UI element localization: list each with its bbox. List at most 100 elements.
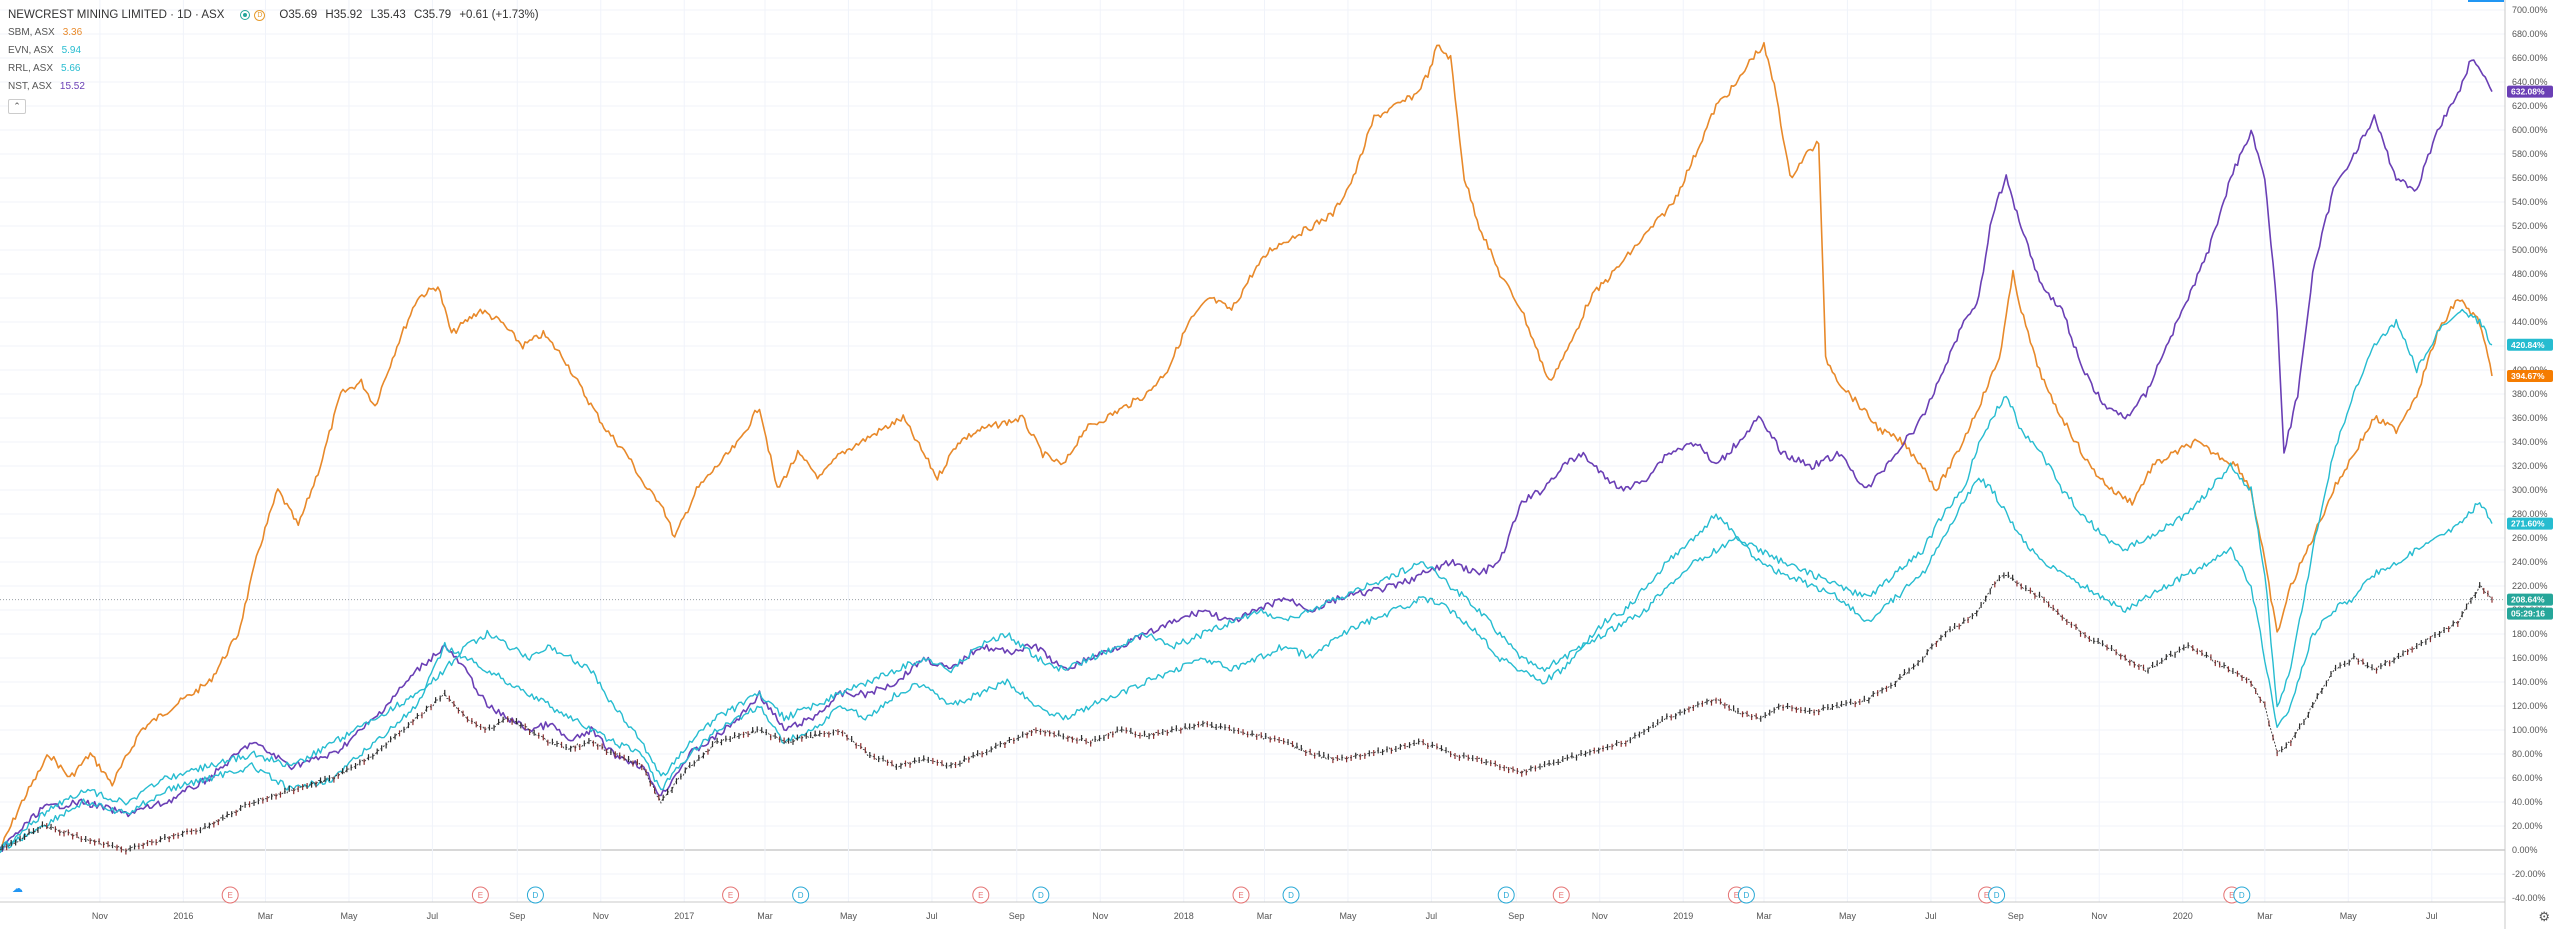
- collapse-legend-button[interactable]: ⌃: [8, 99, 26, 114]
- series-line-sbm: [0, 41, 2493, 851]
- x-tick-label: May: [340, 911, 358, 921]
- x-tick-label: Sep: [509, 911, 525, 921]
- y-tick-label: -20.00%: [2512, 869, 2546, 879]
- earnings-marker: E: [1552, 886, 1570, 904]
- x-tick-label: Jul: [2426, 911, 2438, 921]
- dividend-marker: D: [1032, 886, 1050, 904]
- earnings-marker: E: [1232, 886, 1250, 904]
- y-tick-label: 460.00%: [2512, 293, 2548, 303]
- price-badge-label: 394.67%: [2511, 371, 2545, 381]
- dividend-marker: D: [526, 886, 544, 904]
- event-label: E: [2229, 891, 2234, 900]
- event-label: E: [1559, 891, 1564, 900]
- series-line-newcrest: [0, 574, 2493, 853]
- x-tick-label: 2016: [173, 911, 193, 921]
- earnings-marker: E: [722, 886, 740, 904]
- dividend-icon[interactable]: D: [254, 9, 266, 21]
- y-tick-label: 660.00%: [2512, 53, 2548, 63]
- time-axis[interactable]: Nov 2016 Mar May Jul Sep Nov 2017 Mar May Jul Sep No…: [0, 901, 2505, 921]
- main-symbol-row[interactable]: NEWCREST MINING LIMITED · 1D · ASX D O35…: [8, 6, 544, 24]
- x-tick-label: Mar: [1756, 911, 1772, 921]
- compare-row[interactable]: RRL, ASX 5.66: [8, 60, 544, 78]
- event-label: E: [478, 891, 483, 900]
- y-tick-label: 0.00%: [2512, 845, 2538, 855]
- chart-legend: NEWCREST MINING LIMITED · 1D · ASX D O35…: [8, 6, 544, 114]
- event-label: E: [728, 891, 733, 900]
- compare-symbol: EVN, ASX: [8, 45, 54, 56]
- x-tick-label: 2017: [674, 911, 694, 921]
- y-tick-label: 240.00%: [2512, 557, 2548, 567]
- compare-row[interactable]: EVN, ASX 5.94: [8, 42, 544, 60]
- event-circle: [526, 886, 544, 904]
- event-label: E: [1238, 891, 1243, 900]
- compare-row[interactable]: SBM, ASX 3.36: [8, 24, 544, 42]
- y-tick-label: 600.00%: [2512, 125, 2548, 135]
- event-circle: [1032, 886, 1050, 904]
- price-badge: 420.84%: [2507, 338, 2553, 351]
- price-badge: 208.64%: [2507, 593, 2553, 606]
- y-tick-label: 580.00%: [2512, 149, 2548, 159]
- event-circle: [972, 886, 990, 904]
- price-badge-bg: [2507, 517, 2553, 530]
- dividend-marker: D: [1737, 886, 1755, 904]
- gear-icon[interactable]: ⚙: [2538, 909, 2550, 924]
- x-tick-label: Jul: [427, 911, 439, 921]
- symbol-title[interactable]: NEWCREST MINING LIMITED · 1D · ASX: [8, 9, 225, 21]
- x-tick-label: Mar: [1257, 911, 1273, 921]
- x-tick-label: May: [1839, 911, 1857, 921]
- dividend-marker: D: [1988, 886, 2006, 904]
- y-tick-label: 120.00%: [2512, 701, 2548, 711]
- cloud-icon[interactable]: ☁: [12, 883, 23, 895]
- event-label: D: [533, 891, 539, 900]
- x-tick-label: Sep: [1009, 911, 1025, 921]
- event-label: D: [798, 891, 804, 900]
- event-label: D: [1744, 891, 1750, 900]
- x-tick-label: Sep: [1508, 911, 1524, 921]
- x-tick-label: Nov: [1092, 911, 1109, 921]
- x-tick-label: Jul: [1426, 911, 1438, 921]
- x-tick-label: Mar: [757, 911, 773, 921]
- x-tick-label: Jul: [926, 911, 938, 921]
- dividend-marker: D: [792, 886, 810, 904]
- y-tick-label: 40.00%: [2512, 797, 2543, 807]
- ohlc-values: O35.69 H35.92 L35.43 C35.79 +0.61 (+1.73…: [279, 6, 543, 24]
- event-circle: [1232, 886, 1250, 904]
- event-circle: [1988, 886, 2006, 904]
- event-circle: [792, 886, 810, 904]
- chart-grid: [0, 0, 2505, 902]
- event-label: D: [1288, 891, 1294, 900]
- x-tick-label: Nov: [593, 911, 610, 921]
- y-tick-label: 500.00%: [2512, 245, 2548, 255]
- dividend-marker: D: [2233, 886, 2251, 904]
- event-circle: [2233, 886, 2251, 904]
- compare-row[interactable]: NST, ASX 15.52: [8, 78, 544, 96]
- y-tick-label: 620.00%: [2512, 101, 2548, 111]
- y-tick-label: 300.00%: [2512, 485, 2548, 495]
- series-line-rrl: [0, 477, 2493, 851]
- y-tick-label: 60.00%: [2512, 773, 2543, 783]
- y-tick-label: 220.00%: [2512, 581, 2548, 591]
- price-badge: 05:29:16: [2507, 607, 2553, 620]
- dividend-marker: D: [1282, 886, 1300, 904]
- y-tick-label: 700.00%: [2512, 5, 2548, 15]
- y-tick-label: 340.00%: [2512, 437, 2548, 447]
- x-tick-label: Jul: [1925, 911, 1937, 921]
- price-axis[interactable]: 700.00% 680.00% 660.00% 640.00% 620.00% 600.0…: [2504, 0, 2548, 929]
- series-line-nst: [0, 59, 2493, 852]
- y-tick-label: 480.00%: [2512, 269, 2548, 279]
- y-tick-label: 540.00%: [2512, 197, 2548, 207]
- x-tick-label: May: [840, 911, 858, 921]
- price-badge: 271.60%: [2507, 517, 2553, 530]
- candles-newcrest: [0, 571, 2493, 855]
- y-tick-label: 380.00%: [2512, 389, 2548, 399]
- event-circle: [471, 886, 489, 904]
- event-circle: [1497, 886, 1515, 904]
- price-badges: 632.08% 420.84% 394.67% 271.60% 208.64% 05:29…: [2468, 0, 2553, 620]
- earnings-marker: E: [471, 886, 489, 904]
- y-tick-label: 80.00%: [2512, 749, 2543, 759]
- event-label: E: [1734, 891, 1739, 900]
- price-badge-bg: [2507, 85, 2553, 98]
- event-label: E: [228, 891, 233, 900]
